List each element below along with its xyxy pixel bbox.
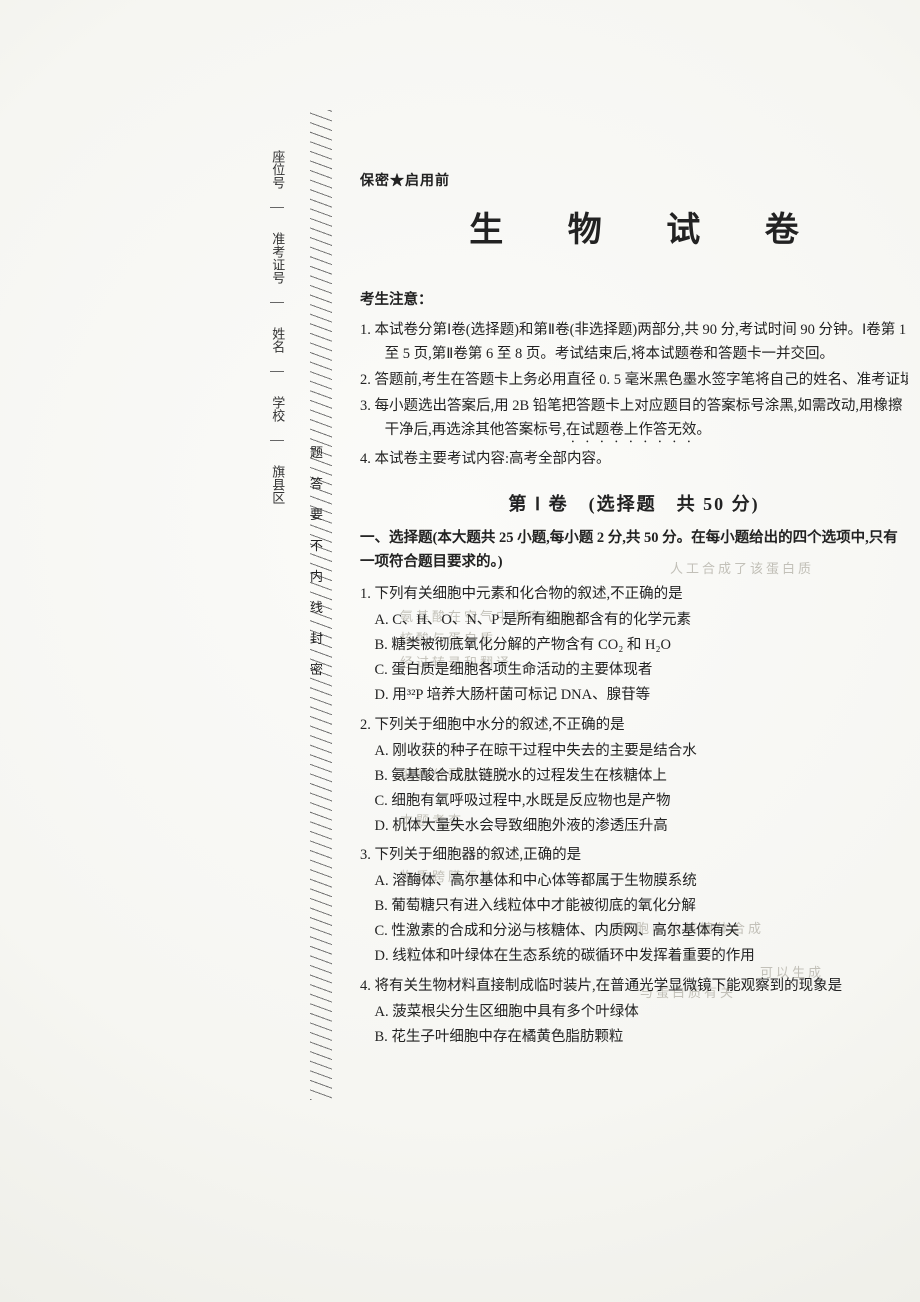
vchar: 题 <box>310 442 328 461</box>
section-1-instructions: 一、选择题(本大题共 25 小题,每小题 2 分,共 50 分。在每小题给出的四… <box>360 527 908 575</box>
vchar: 内 <box>310 566 328 585</box>
vlabel-examno: 准考证号 <box>270 232 284 303</box>
exam-page: 座位号 准考证号 姓名 学校 旗县区 题 答 要 不 内 线 封 密 人工合成了… <box>0 0 920 1302</box>
vlabel-school: 学校 <box>270 396 284 441</box>
candidate-notes: 1. 本试卷分第Ⅰ卷(选择题)和第Ⅱ卷(非选择题)两部分,共 90 分,考试时间… <box>360 319 908 472</box>
question-option: C. 细胞有氧呼吸过程中,水既是反应物也是产物 <box>360 790 908 814</box>
notice-heading: 考生注意： <box>360 289 908 313</box>
question-option: B. 葡萄糖只有进入线粒体中才能被彻底的氧化分解 <box>360 895 908 919</box>
note-item: 3. 每小题选出答案后,用 2B 铅笔把答题卡上对应题目的答案标号涂黑,如需改动… <box>360 395 908 446</box>
questions-block: 1. 下列有关细胞中元素和化合物的叙述,不正确的是A. C、H、O、N、P 是所… <box>360 583 908 1050</box>
paper-title: 生 物 试 卷 <box>360 203 908 259</box>
vchar: 封 <box>310 628 328 647</box>
note-item: 1. 本试卷分第Ⅰ卷(选择题)和第Ⅱ卷(非选择题)两部分,共 90 分,考试时间… <box>360 319 908 367</box>
question-option: D. 机体大量失水会导致细胞外液的渗透压升高 <box>360 815 908 839</box>
question-stem: 3. 下列关于细胞器的叙述,正确的是 <box>360 844 908 868</box>
vlabel-name: 姓名 <box>270 327 284 372</box>
main-column: 保密★启用前 生 物 试 卷 考生注意： 1. 本试卷分第Ⅰ卷(选择题)和第Ⅱ卷… <box>360 170 908 1051</box>
question-option: B. 糖类被彻底氧化分解的产物含有 CO₂ 和 H₂O <box>360 634 908 658</box>
question-option: D. 线粒体和叶绿体在生态系统的碳循环中发挥着重要的作用 <box>360 945 908 969</box>
question-option: B. 花生子叶细胞中存在橘黄色脂肪颗粒 <box>360 1026 908 1050</box>
question-option: A. 刚收获的种子在晾干过程中失去的主要是结合水 <box>360 740 908 764</box>
vchar: 密 <box>310 659 328 678</box>
note-item: 4. 本试卷主要考试内容:高考全部内容。 <box>360 448 908 472</box>
vlabel-county: 旗县区 <box>270 465 284 522</box>
emphasized-text: 在试题卷上作答无效。 <box>566 422 711 438</box>
vertical-label-column: 座位号 准考证号 姓名 学校 旗县区 <box>270 150 306 1050</box>
question-option: A. 菠菜根尖分生区细胞中具有多个叶绿体 <box>360 1001 908 1025</box>
classification-header: 保密★启用前 <box>360 170 908 193</box>
seal-line-chars: 题 答 要 不 内 线 封 密 <box>310 430 328 690</box>
question-stem: 1. 下列有关细胞中元素和化合物的叙述,不正确的是 <box>360 583 908 607</box>
question-stem: 4. 将有关生物材料直接制成临时装片,在普通光学显微镜下能观察到的现象是 <box>360 975 908 999</box>
vchar: 答 <box>310 473 328 492</box>
vchar: 要 <box>310 504 328 523</box>
note-item: 2. 答题前,考生在答题卡上务必用直径 0. 5 毫米黑色墨水签字笔将自己的姓名… <box>360 369 908 393</box>
vlabel-seat: 座位号 <box>270 150 284 208</box>
question-option: C. 性激素的合成和分泌与核糖体、内质网、高尔基体有关 <box>360 920 908 944</box>
question-option: D. 用³²P 培养大肠杆菌可标记 DNA、腺苷等 <box>360 684 908 708</box>
question-option: A. 溶酶体、高尔基体和中心体等都属于生物膜系统 <box>360 870 908 894</box>
question-stem: 2. 下列关于细胞中水分的叙述,不正确的是 <box>360 714 908 738</box>
question-option: C. 蛋白质是细胞各项生命活动的主要体现者 <box>360 659 908 683</box>
vchar: 线 <box>310 597 328 616</box>
vchar: 不 <box>310 535 328 554</box>
question-option: A. C、H、O、N、P 是所有细胞都含有的化学元素 <box>360 609 908 633</box>
section-1-title: 第 Ⅰ 卷 (选择题 共 50 分) <box>360 490 908 520</box>
question-option: B. 氨基酸合成肽链脱水的过程发生在核糖体上 <box>360 765 908 789</box>
